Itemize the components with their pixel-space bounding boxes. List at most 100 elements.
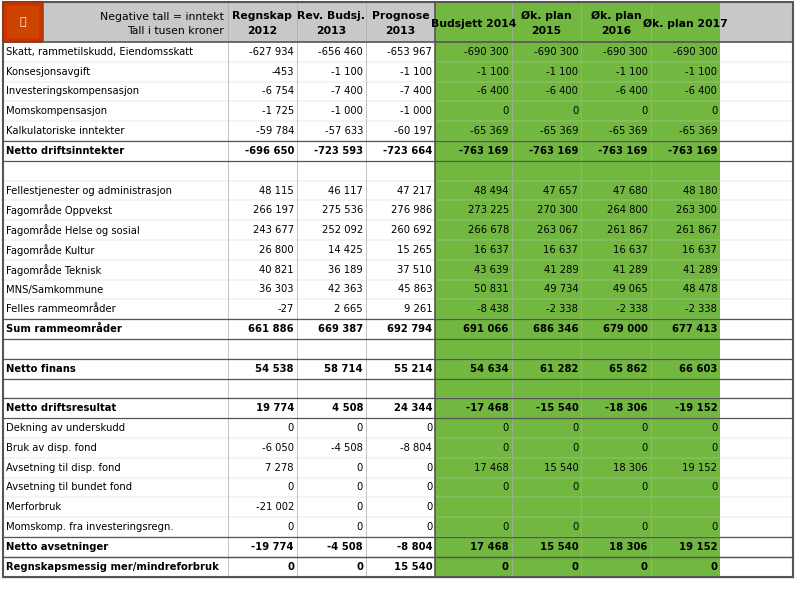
Text: -723 593: -723 593 [314, 146, 363, 156]
Bar [3, 2, 793, 42]
Text: 0: 0 [426, 423, 432, 433]
Text: -8 438: -8 438 [477, 304, 509, 314]
Text: Tall i tusen kroner: Tall i tusen kroner [127, 26, 224, 36]
Text: Fagområde Teknisk: Fagområde Teknisk [6, 264, 101, 275]
Text: 0: 0 [642, 482, 648, 492]
Text: 48 180: 48 180 [683, 186, 717, 196]
Text: 41 289: 41 289 [682, 265, 717, 275]
Text: 264 800: 264 800 [607, 205, 648, 215]
Text: 0: 0 [711, 482, 717, 492]
Bar [297, 42, 366, 577]
Text: Netto driftsresultat: Netto driftsresultat [6, 403, 116, 413]
Text: -6 400: -6 400 [546, 86, 578, 96]
Text: -1 100: -1 100 [400, 67, 432, 77]
Text: -59 784: -59 784 [256, 126, 294, 136]
Text: -7 400: -7 400 [331, 86, 363, 96]
Text: -1 100: -1 100 [331, 67, 363, 77]
Text: 14 425: 14 425 [328, 245, 363, 255]
Text: 0: 0 [642, 443, 648, 453]
Text: -4 508: -4 508 [331, 443, 363, 453]
Text: 270 300: 270 300 [537, 205, 578, 215]
Text: -1 000: -1 000 [400, 106, 432, 116]
Text: -723 664: -723 664 [383, 146, 432, 156]
Text: Fagområde Oppvekst: Fagområde Oppvekst [6, 204, 112, 216]
Text: -763 169: -763 169 [668, 146, 717, 156]
Text: -1 100: -1 100 [477, 67, 509, 77]
Text: -27: -27 [278, 304, 294, 314]
Text: 0: 0 [642, 522, 648, 532]
Bar [581, 2, 651, 577]
Text: 48 478: 48 478 [683, 284, 717, 294]
Text: 54 538: 54 538 [256, 363, 294, 374]
Text: 49 734: 49 734 [544, 284, 578, 294]
Text: 47 217: 47 217 [397, 186, 432, 196]
Text: 7 278: 7 278 [265, 463, 294, 473]
Text: Øk. plan: Øk. plan [591, 11, 642, 21]
Bar [512, 2, 581, 577]
Text: 4 508: 4 508 [331, 403, 363, 413]
Text: Bruk av disp. fond: Bruk av disp. fond [6, 443, 97, 453]
Text: 42 363: 42 363 [329, 284, 363, 294]
Text: 9 261: 9 261 [404, 304, 432, 314]
Text: 54 634: 54 634 [470, 363, 509, 374]
Text: 0: 0 [502, 423, 509, 433]
Text: 0: 0 [572, 482, 578, 492]
Text: 15 540: 15 540 [544, 463, 578, 473]
Text: 15 265: 15 265 [397, 245, 432, 255]
Text: 266 197: 266 197 [252, 205, 294, 215]
FancyBboxPatch shape [3, 2, 43, 42]
Text: -653 967: -653 967 [388, 47, 432, 57]
Text: -6 400: -6 400 [477, 86, 509, 96]
Text: Prognose: Prognose [372, 11, 429, 21]
Text: 19 152: 19 152 [679, 542, 717, 552]
Text: -19 152: -19 152 [675, 403, 717, 413]
Text: 2016: 2016 [601, 26, 631, 36]
Text: 15 540: 15 540 [393, 561, 432, 571]
Text: -1 100: -1 100 [685, 67, 717, 77]
Text: 48 494: 48 494 [474, 186, 509, 196]
Text: 0: 0 [287, 423, 294, 433]
Text: 37 510: 37 510 [397, 265, 432, 275]
Bar [3, 42, 228, 577]
Text: Kalkulatoriske inntekter: Kalkulatoriske inntekter [6, 126, 124, 136]
Text: Netto driftsinntekter: Netto driftsinntekter [6, 146, 124, 156]
Text: 65 862: 65 862 [610, 363, 648, 374]
Text: 273 225: 273 225 [467, 205, 509, 215]
Text: -2 338: -2 338 [546, 304, 578, 314]
Text: 2015: 2015 [532, 26, 562, 36]
Text: Felles rammeområder: Felles rammeområder [6, 304, 115, 314]
Text: 0: 0 [572, 106, 578, 116]
Text: 41 289: 41 289 [544, 265, 578, 275]
Text: 26 800: 26 800 [259, 245, 294, 255]
Text: 49 065: 49 065 [613, 284, 648, 294]
Text: -19 774: -19 774 [252, 542, 294, 552]
Text: 0: 0 [572, 443, 578, 453]
Text: 16 637: 16 637 [474, 245, 509, 255]
Text: 40 821: 40 821 [259, 265, 294, 275]
Text: 50 831: 50 831 [474, 284, 509, 294]
Text: 0: 0 [711, 522, 717, 532]
Text: -6 400: -6 400 [616, 86, 648, 96]
Text: 47 657: 47 657 [544, 186, 578, 196]
Text: -763 169: -763 169 [599, 146, 648, 156]
Text: -8 804: -8 804 [400, 443, 432, 453]
Text: -2 338: -2 338 [685, 304, 717, 314]
Text: 🦅: 🦅 [20, 17, 26, 27]
Text: 692 794: 692 794 [387, 324, 432, 334]
Text: 0: 0 [502, 443, 509, 453]
Text: Regnskap: Regnskap [232, 11, 292, 21]
Text: 260 692: 260 692 [391, 225, 432, 235]
Text: Merforbruk: Merforbruk [6, 502, 61, 512]
Text: 2013: 2013 [316, 26, 346, 36]
Text: Budsjett 2014: Budsjett 2014 [431, 18, 516, 28]
Text: -8 804: -8 804 [396, 542, 432, 552]
Text: -65 369: -65 369 [540, 126, 578, 136]
Text: 24 344: 24 344 [393, 403, 432, 413]
Text: -1 100: -1 100 [546, 67, 578, 77]
Text: -4 508: -4 508 [327, 542, 363, 552]
Text: 686 346: 686 346 [533, 324, 578, 334]
Text: 18 306: 18 306 [610, 542, 648, 552]
Text: -7 400: -7 400 [400, 86, 432, 96]
Text: -627 934: -627 934 [249, 47, 294, 57]
Text: 0: 0 [642, 423, 648, 433]
